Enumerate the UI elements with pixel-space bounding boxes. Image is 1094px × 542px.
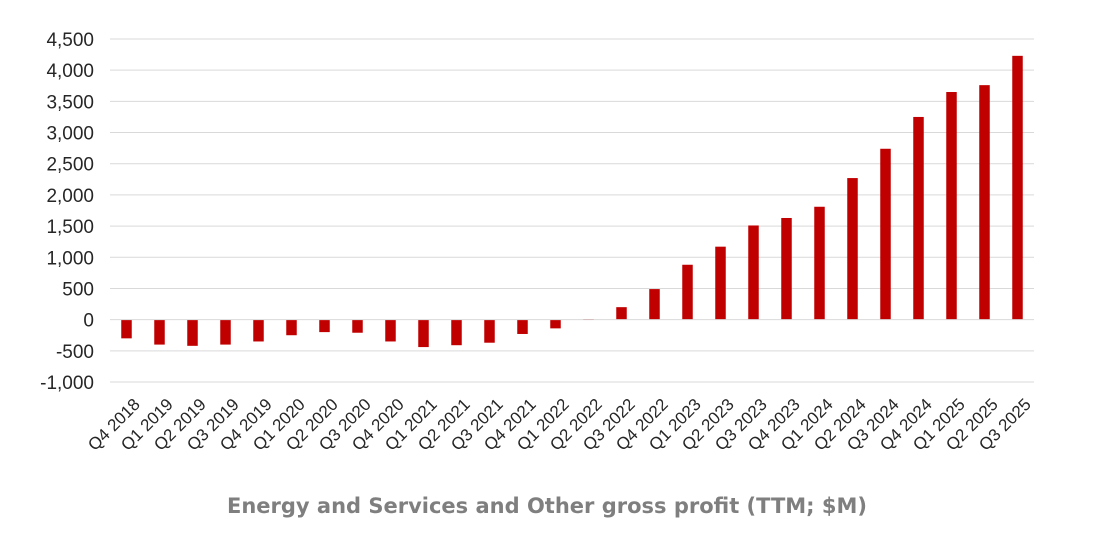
bar <box>121 319 132 339</box>
bar <box>814 206 825 320</box>
bar <box>715 246 726 320</box>
bar <box>847 178 858 320</box>
bars <box>121 55 1023 348</box>
y-axis-ticks: -1,000 -500 0 500 1,000 1,500 2,000 2,500 3,000 3… <box>40 30 94 394</box>
bar <box>649 289 660 320</box>
y-tick-label: 0 <box>83 311 94 332</box>
bar <box>946 92 957 320</box>
bar <box>220 319 231 345</box>
bar <box>880 148 891 320</box>
bar <box>187 319 198 346</box>
y-tick-label: 1,000 <box>46 248 94 269</box>
bar <box>616 307 627 320</box>
bar-chart: -1,000 -500 0 500 1,000 1,500 2,000 2,500 3,000 3… <box>40 30 1035 455</box>
bar <box>154 319 165 345</box>
bar <box>352 319 363 333</box>
bar <box>484 319 495 343</box>
gridlines <box>110 38 1034 383</box>
y-tick-label: 4,500 <box>46 30 94 51</box>
bar <box>385 319 396 342</box>
y-tick-label: 2,000 <box>46 186 94 207</box>
bar <box>253 319 264 342</box>
bar <box>451 319 462 346</box>
bar <box>286 319 297 336</box>
bar <box>781 217 792 320</box>
bar <box>319 319 330 333</box>
bar <box>1012 55 1023 320</box>
chart-title: Energy and Services and Other gross prof… <box>226 494 868 518</box>
bar <box>913 116 924 320</box>
y-tick-label: -500 <box>56 342 94 363</box>
bar <box>517 319 528 334</box>
y-tick-label: 4,000 <box>46 61 94 82</box>
bar <box>748 225 759 320</box>
y-tick-label: 3,500 <box>46 92 94 113</box>
bar <box>979 85 990 320</box>
y-tick-label: 500 <box>62 279 94 300</box>
y-tick-label: 3,000 <box>46 124 94 145</box>
bar <box>682 264 693 320</box>
bar <box>550 319 561 329</box>
y-tick-label: 1,500 <box>46 217 94 238</box>
bar <box>418 319 429 348</box>
y-tick-label: -1,000 <box>40 373 94 394</box>
y-tick-label: 2,500 <box>46 155 94 176</box>
